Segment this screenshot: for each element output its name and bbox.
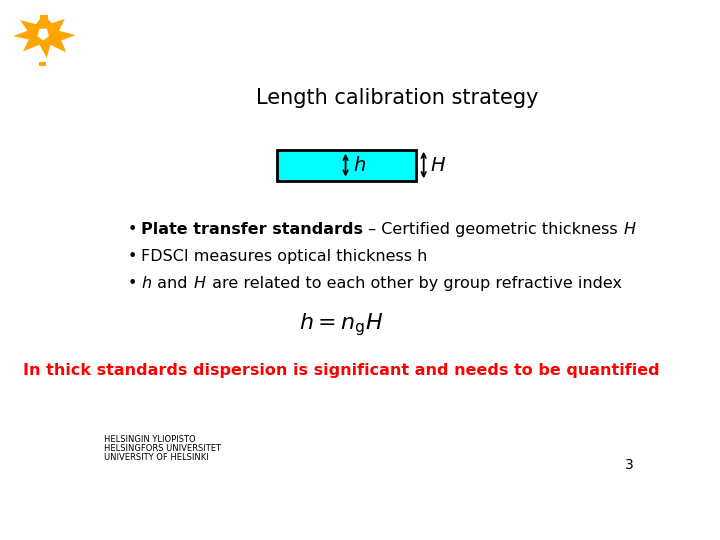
Text: 3: 3 (625, 458, 634, 472)
Bar (277, 150, 416, 181)
Text: $h$: $h$ (141, 275, 153, 291)
Text: are related to each other by group refractive index: are related to each other by group refra… (207, 275, 621, 291)
Text: $H$: $H$ (623, 221, 636, 237)
Text: •: • (127, 221, 137, 237)
Text: Length calibration strategy: Length calibration strategy (256, 87, 538, 107)
Text: – Certified geometric thickness: – Certified geometric thickness (364, 221, 623, 237)
Text: HELSINGFORS UNIVERSITET: HELSINGFORS UNIVERSITET (104, 444, 221, 453)
Bar (40, 15, 48, 19)
Polygon shape (13, 15, 76, 58)
Text: HELSINGIN YLIOPISTO: HELSINGIN YLIOPISTO (104, 435, 196, 443)
Text: •: • (127, 248, 137, 264)
Text: $h = n_{\rm g}H$: $h = n_{\rm g}H$ (299, 311, 383, 338)
Text: •: • (127, 275, 137, 291)
Text: In thick standards dispersion is significant and needs to be quantified: In thick standards dispersion is signifi… (23, 363, 660, 378)
Text: $h$: $h$ (354, 156, 366, 175)
Bar (39, 62, 46, 66)
Text: FDSCI measures optical thickness h: FDSCI measures optical thickness h (141, 248, 428, 264)
Text: $H$: $H$ (193, 275, 207, 291)
Text: Plate transfer standards: Plate transfer standards (141, 221, 364, 237)
Text: $H$: $H$ (431, 156, 446, 175)
Polygon shape (37, 29, 49, 40)
Text: UNIVERSITY OF HELSINKI: UNIVERSITY OF HELSINKI (104, 453, 209, 462)
Text: and: and (153, 275, 193, 291)
